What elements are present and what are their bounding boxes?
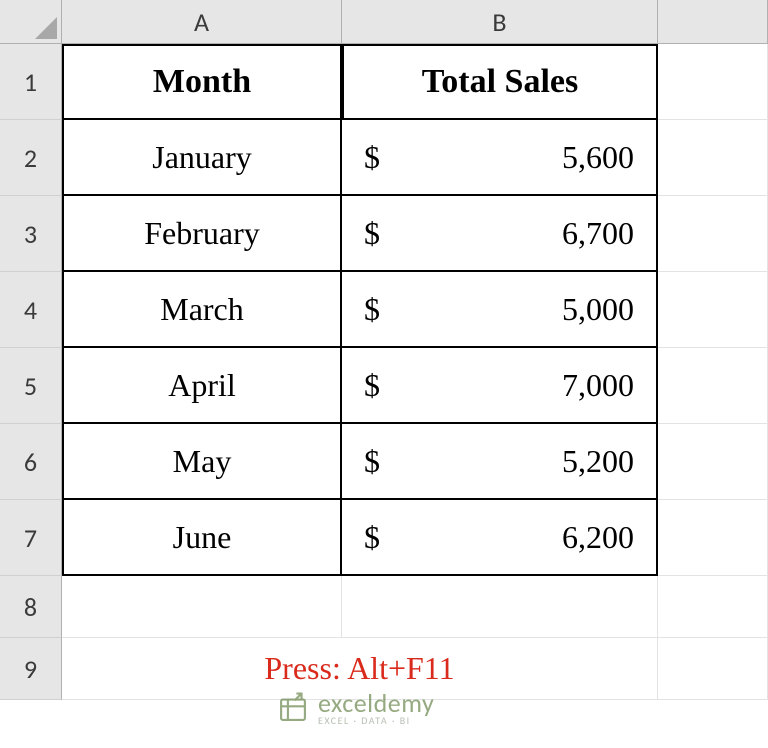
- cell-b2-sales[interactable]: $ 5,600: [342, 120, 658, 196]
- currency-amount: 5,200: [380, 443, 634, 480]
- currency-symbol: $: [364, 519, 380, 556]
- currency-amount: 5,000: [380, 291, 634, 328]
- cell-b5-sales[interactable]: $ 7,000: [342, 348, 658, 424]
- cell-c4[interactable]: [658, 272, 768, 348]
- currency-symbol: $: [364, 291, 380, 328]
- cell-a6-month[interactable]: May: [62, 424, 342, 500]
- select-all-corner[interactable]: [0, 0, 62, 44]
- cell-c8[interactable]: [658, 576, 768, 638]
- cell-a3-month[interactable]: February: [62, 196, 342, 272]
- row-header-7[interactable]: 7: [0, 500, 62, 576]
- currency-symbol: $: [364, 215, 380, 252]
- cell-a2-month[interactable]: January: [62, 120, 342, 196]
- row-header-2[interactable]: 2: [0, 120, 62, 196]
- cell-b6-sales[interactable]: $ 5,200: [342, 424, 658, 500]
- watermark-tagline: EXCEL · DATA · BI: [318, 716, 434, 726]
- cell-c3[interactable]: [658, 196, 768, 272]
- cell-c9[interactable]: [658, 638, 768, 700]
- currency-symbol: $: [364, 443, 380, 480]
- cell-b8[interactable]: [342, 576, 658, 638]
- cell-c7[interactable]: [658, 500, 768, 576]
- cell-b4-sales[interactable]: $ 5,000: [342, 272, 658, 348]
- spreadsheet-grid: A B 1 Month Total Sales 2 January $ 5,60…: [0, 0, 768, 700]
- row-header-8[interactable]: 8: [0, 576, 62, 638]
- row-header-5[interactable]: 5: [0, 348, 62, 424]
- cell-c6[interactable]: [658, 424, 768, 500]
- currency-symbol: $: [364, 367, 380, 404]
- cell-c1[interactable]: [658, 44, 768, 120]
- column-header-blank[interactable]: [658, 0, 768, 44]
- annotation-text: Press: Alt+F11: [62, 638, 658, 700]
- row-header-6[interactable]: 6: [0, 424, 62, 500]
- cell-b3-sales[interactable]: $ 6,700: [342, 196, 658, 272]
- cell-a5-month[interactable]: April: [62, 348, 342, 424]
- row-header-9[interactable]: 9: [0, 638, 62, 700]
- cell-a1-header-month[interactable]: Month: [62, 44, 342, 120]
- currency-amount: 6,700: [380, 215, 634, 252]
- cell-c5[interactable]: [658, 348, 768, 424]
- row-header-1[interactable]: 1: [0, 44, 62, 120]
- currency-amount: 6,200: [380, 519, 634, 556]
- cell-b7-sales[interactable]: $ 6,200: [342, 500, 658, 576]
- currency-amount: 5,600: [380, 139, 634, 176]
- currency-symbol: $: [364, 139, 380, 176]
- cell-b1-header-total-sales[interactable]: Total Sales: [342, 44, 658, 120]
- cell-a8[interactable]: [62, 576, 342, 638]
- cell-a7-month[interactable]: June: [62, 500, 342, 576]
- row-header-3[interactable]: 3: [0, 196, 62, 272]
- column-header-a[interactable]: A: [62, 0, 342, 44]
- currency-amount: 7,000: [380, 367, 634, 404]
- cell-a4-month[interactable]: March: [62, 272, 342, 348]
- row-header-4[interactable]: 4: [0, 272, 62, 348]
- column-header-b[interactable]: B: [342, 0, 658, 44]
- cell-c2[interactable]: [658, 120, 768, 196]
